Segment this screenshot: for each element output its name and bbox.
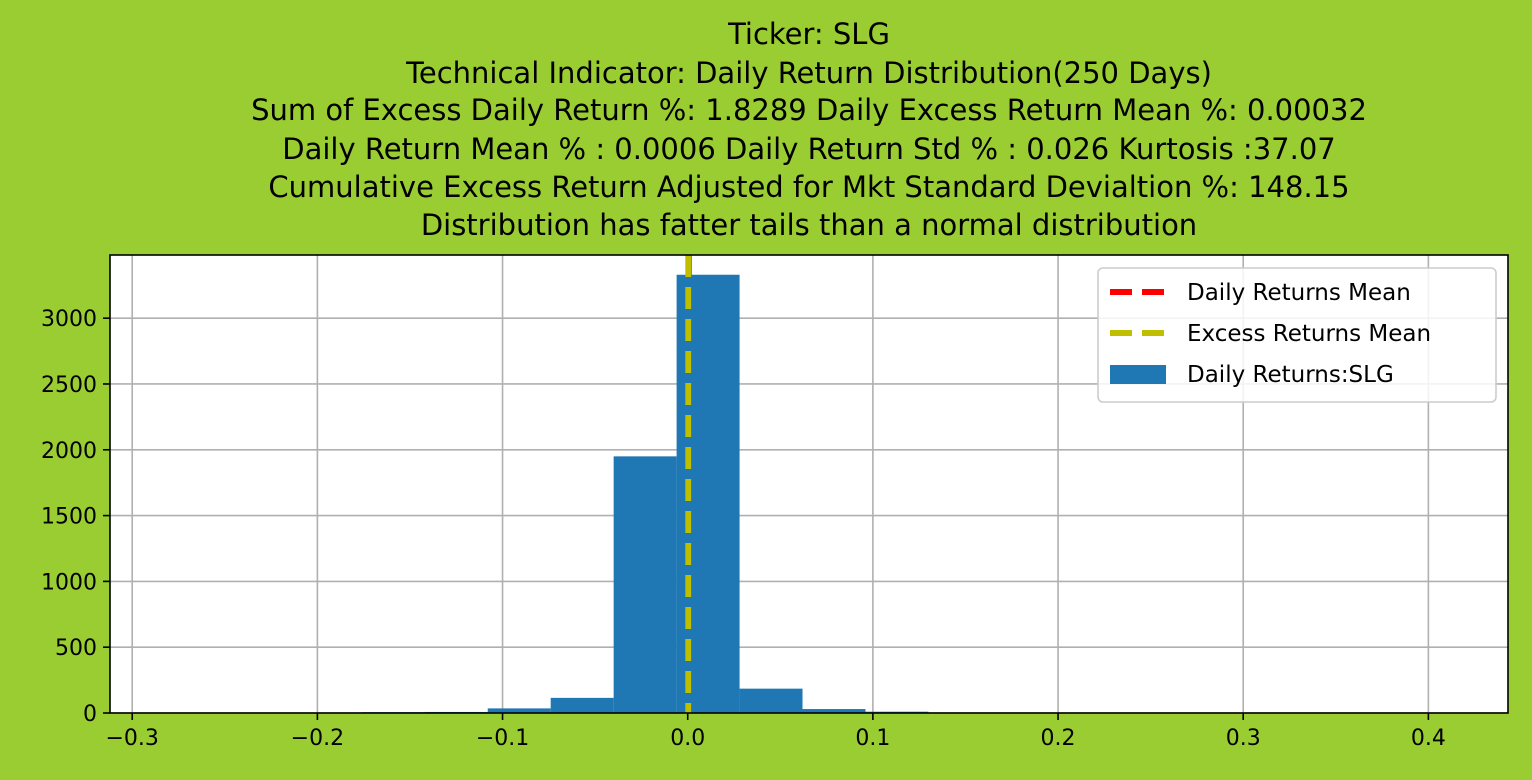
- legend: Daily Returns Mean Excess Returns Mean Dai…: [1097, 267, 1497, 403]
- legend-patch-swatch: [1110, 365, 1166, 384]
- legend-box: [1097, 267, 1497, 403]
- x-tick-label: 0.1: [855, 726, 890, 751]
- x-tick-label: −0.3: [106, 726, 159, 751]
- x-tick-label: 0.2: [1041, 726, 1076, 751]
- histogram-bar: [613, 456, 677, 713]
- x-axis: −0.3 −0.2 −0.1 0.0 0.1 0.2 0.3 0.4: [106, 713, 1446, 751]
- chart-title: Ticker: SLG Technical Indicator: Daily Re…: [251, 17, 1367, 242]
- legend-label: Daily Returns Mean: [1187, 280, 1411, 306]
- legend-label: Daily Returns:SLG: [1187, 362, 1394, 388]
- histogram-bar: [487, 708, 551, 713]
- y-tick-label: 1500: [41, 505, 97, 530]
- title-line-0: Ticker: SLG: [727, 17, 890, 51]
- histogram-bar: [739, 688, 803, 713]
- title-line-3: Daily Return Mean % : 0.0006 Daily Retur…: [282, 132, 1335, 166]
- title-line-5: Distribution has fatter tails than a nor…: [421, 208, 1197, 242]
- x-tick-label: 0.0: [670, 726, 705, 751]
- y-tick-label: 500: [55, 636, 97, 661]
- title-line-2: Sum of Excess Daily Return %: 1.8289 Dai…: [251, 93, 1367, 127]
- y-tick-label: 0: [83, 702, 97, 727]
- title-line-4: Cumulative Excess Return Adjusted for Mk…: [268, 170, 1349, 204]
- y-tick-label: 2000: [41, 439, 97, 464]
- y-tick-label: 1000: [41, 570, 97, 595]
- x-tick-label: 0.4: [1411, 726, 1446, 751]
- x-tick-label: 0.3: [1226, 726, 1261, 751]
- histogram-bar: [550, 697, 614, 713]
- histogram-bar: [802, 709, 866, 713]
- histogram-bars: [172, 274, 1433, 713]
- y-axis: 0 500 1000 1500 2000 2500 3000: [41, 307, 110, 727]
- mean-lines: [685, 255, 692, 713]
- plot-frame: [109, 254, 1509, 714]
- x-tick-label: −0.2: [291, 726, 344, 751]
- title-line-1: Technical Indicator: Daily Return Distri…: [405, 56, 1212, 90]
- legend-label: Excess Returns Mean: [1187, 321, 1431, 347]
- y-tick-label: 3000: [41, 307, 97, 332]
- y-tick-label: 2500: [41, 373, 97, 398]
- x-tick-label: −0.1: [476, 726, 529, 751]
